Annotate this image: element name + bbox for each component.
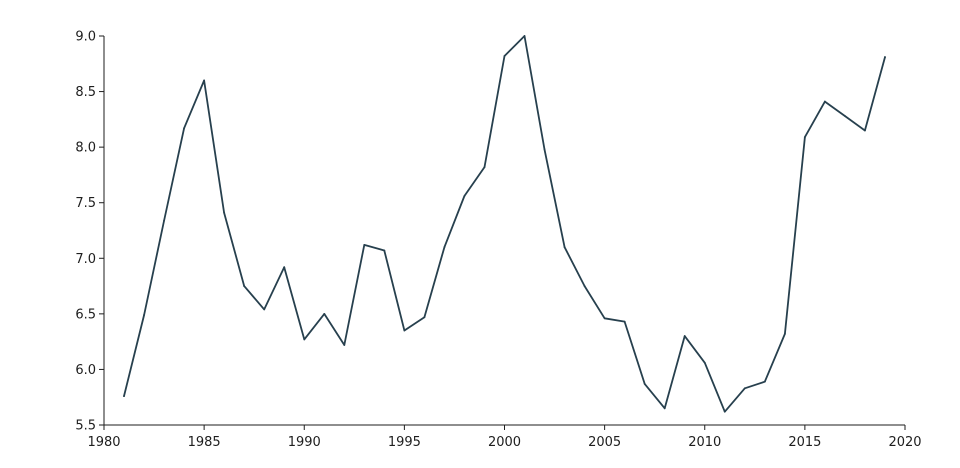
data-point bbox=[583, 285, 586, 287]
data-point bbox=[503, 55, 506, 57]
axes bbox=[103, 36, 905, 426]
data-point bbox=[563, 246, 566, 249]
data-point bbox=[183, 127, 186, 130]
data-point bbox=[543, 148, 546, 151]
x-tick-label: 1985 bbox=[188, 435, 221, 450]
data-point bbox=[483, 166, 486, 169]
y-tick-label: 5.5 bbox=[75, 419, 96, 434]
data-point bbox=[403, 329, 406, 332]
data-point bbox=[884, 56, 886, 59]
data-point bbox=[263, 308, 266, 311]
data-point bbox=[763, 380, 766, 383]
x-tick-label: 2000 bbox=[488, 435, 521, 450]
plot-area bbox=[123, 35, 886, 413]
data-point bbox=[824, 100, 826, 103]
data-point bbox=[243, 285, 246, 287]
data-point bbox=[743, 387, 746, 390]
y-tick-label: 7.0 bbox=[75, 252, 96, 267]
data-point bbox=[143, 314, 145, 316]
data-point bbox=[523, 35, 526, 37]
data-point bbox=[623, 320, 626, 323]
data-point bbox=[643, 382, 646, 385]
y-tick-label: 6.5 bbox=[75, 307, 96, 322]
y-tick-label: 7.5 bbox=[75, 196, 96, 211]
data-point bbox=[223, 211, 226, 214]
data-point bbox=[603, 317, 606, 320]
x-tick-label: 2020 bbox=[888, 435, 921, 450]
data-point bbox=[864, 129, 866, 132]
y-tick-label: 9.0 bbox=[75, 30, 96, 45]
x-tick-label: 1995 bbox=[388, 435, 421, 450]
y-axis-ticks: 5.5 6.0 6.5 7.0 7.5 8.0 8.5 9.0 bbox=[75, 30, 104, 434]
y-tick-label: 8.5 bbox=[75, 85, 96, 100]
data-point bbox=[663, 407, 666, 410]
data-point bbox=[203, 79, 206, 82]
series-line bbox=[123, 35, 886, 413]
data-point bbox=[123, 395, 125, 398]
x-axis-ticks: 1980 1985 1990 1995 2000 2005 2010 2015 2020 bbox=[87, 425, 922, 450]
x-tick-label: 2015 bbox=[788, 435, 821, 450]
data-point bbox=[844, 115, 846, 117]
data-point bbox=[283, 266, 286, 269]
data-point bbox=[303, 338, 306, 341]
data-point bbox=[383, 249, 386, 252]
data-point bbox=[423, 316, 426, 319]
data-point bbox=[343, 344, 346, 346]
data-point bbox=[783, 332, 786, 335]
data-point bbox=[683, 335, 686, 337]
x-tick-label: 1980 bbox=[87, 435, 120, 450]
data-point bbox=[803, 136, 806, 139]
data-point bbox=[443, 246, 446, 249]
data-point bbox=[703, 361, 706, 364]
y-tick-label: 8.0 bbox=[75, 141, 96, 156]
y-tick-label: 6.0 bbox=[75, 363, 96, 378]
data-point bbox=[363, 244, 366, 246]
data-point bbox=[463, 195, 466, 197]
data-point bbox=[323, 312, 326, 315]
x-tick-label: 2005 bbox=[588, 435, 621, 450]
x-tick-label: 1990 bbox=[288, 435, 321, 450]
x-tick-label: 2010 bbox=[688, 435, 721, 450]
data-point bbox=[723, 410, 726, 413]
data-point bbox=[163, 219, 165, 222]
